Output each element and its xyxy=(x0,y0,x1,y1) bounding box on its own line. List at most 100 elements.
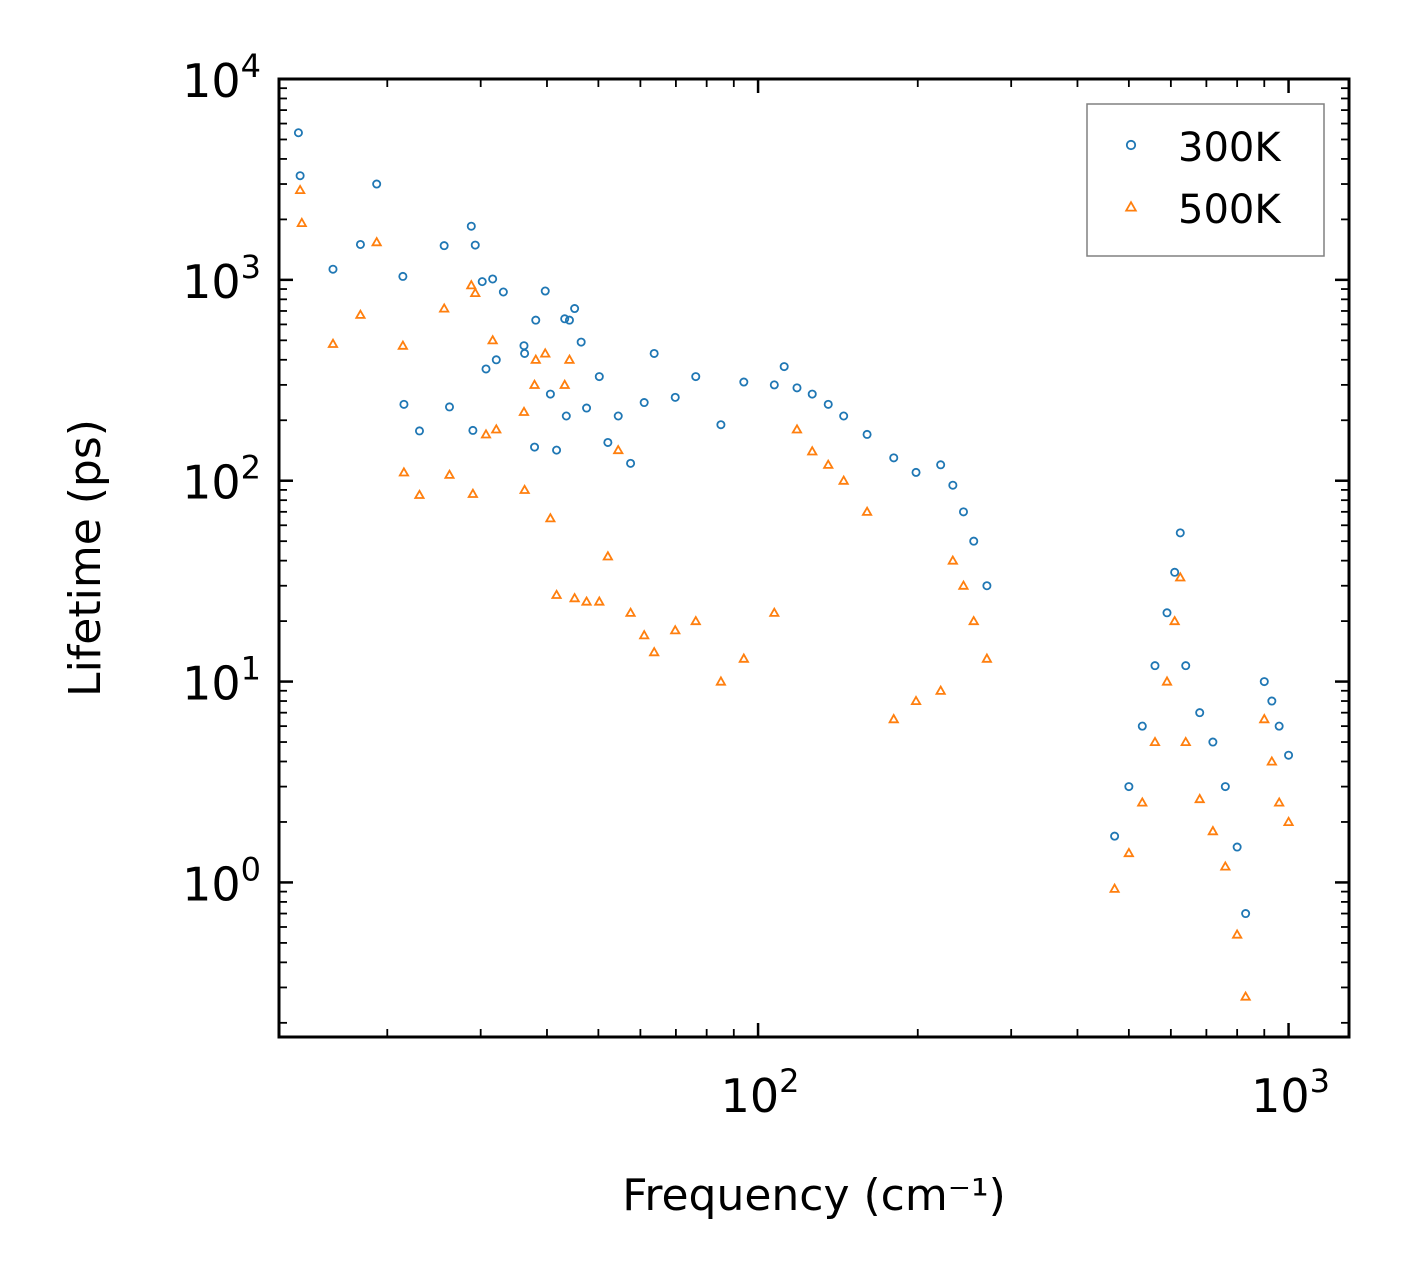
legend-marker-500K xyxy=(1124,200,1138,212)
data-point xyxy=(1150,661,1160,671)
data-point xyxy=(466,221,476,231)
data-point xyxy=(1136,796,1148,807)
data-point xyxy=(568,592,581,603)
data-point xyxy=(1174,571,1186,582)
data-point xyxy=(469,287,481,298)
y-tick-label: 103 xyxy=(182,248,261,309)
data-point xyxy=(768,606,780,617)
tick-labels: 102 103 100 101 102 103 104 xyxy=(182,47,1330,1123)
data-point xyxy=(969,536,979,546)
data-point xyxy=(1258,713,1270,724)
data-point xyxy=(530,353,542,364)
axis-ticks xyxy=(279,77,1349,1037)
data-point xyxy=(465,279,477,290)
data-point xyxy=(593,595,605,606)
data-point xyxy=(1124,782,1134,792)
data-point xyxy=(399,399,409,409)
data-point xyxy=(648,646,660,657)
data-point xyxy=(518,405,530,416)
data-point xyxy=(354,308,367,319)
data-point xyxy=(822,458,834,469)
data-point xyxy=(1170,567,1180,577)
data-point xyxy=(715,675,727,686)
data-point xyxy=(1266,755,1278,766)
data-point xyxy=(414,426,424,436)
data-point xyxy=(486,334,499,345)
y-axis-label: Lifetime (ps) xyxy=(60,419,111,697)
data-point xyxy=(1231,928,1243,939)
data-point xyxy=(624,606,637,617)
data-point xyxy=(488,274,498,284)
data-point xyxy=(594,372,604,382)
data-point xyxy=(1180,736,1192,746)
data-point xyxy=(491,355,501,365)
data-point xyxy=(823,399,833,409)
y-tick-label: 101 xyxy=(182,650,261,711)
data-point xyxy=(544,512,557,523)
data-point xyxy=(540,286,550,296)
data-point xyxy=(1149,736,1161,746)
data-point xyxy=(545,389,555,399)
data-point xyxy=(716,420,726,430)
data-point xyxy=(1162,608,1172,618)
data-point xyxy=(982,581,992,591)
data-point xyxy=(1175,528,1185,538)
data-point xyxy=(1195,708,1205,718)
data-point xyxy=(498,287,508,297)
data-point xyxy=(1110,831,1120,841)
data-point xyxy=(468,425,478,435)
data-point xyxy=(1273,796,1285,807)
data-point xyxy=(861,505,873,516)
data-point xyxy=(550,588,563,599)
data-point xyxy=(518,483,531,494)
legend-label-500K: 500K xyxy=(1178,187,1282,233)
data-point xyxy=(957,579,970,590)
data-point xyxy=(439,241,449,251)
data-point xyxy=(862,429,872,439)
data-point xyxy=(806,445,818,456)
data-point xyxy=(638,629,650,640)
data-point xyxy=(1220,782,1230,792)
x-tick-label: 103 xyxy=(1251,1062,1330,1123)
data-point xyxy=(968,615,980,626)
data-point xyxy=(910,695,922,705)
data-point xyxy=(649,348,659,358)
data-point xyxy=(911,467,921,477)
series-500K xyxy=(294,184,1295,1001)
legend: 300K 500K xyxy=(1086,103,1325,257)
data-point xyxy=(328,264,338,274)
data-point xyxy=(398,466,410,477)
legend-box xyxy=(1086,103,1325,257)
data-point xyxy=(934,684,947,695)
data-point xyxy=(552,445,562,455)
data-point xyxy=(1208,737,1218,747)
data-point xyxy=(1108,882,1121,893)
data-point xyxy=(520,348,530,358)
data-point xyxy=(792,383,802,393)
data-point xyxy=(691,372,701,382)
data-point xyxy=(539,347,551,358)
data-point xyxy=(563,353,576,364)
data-point xyxy=(958,507,968,517)
data-point xyxy=(370,236,383,247)
data-point xyxy=(564,315,574,325)
data-point xyxy=(580,595,593,606)
data-point xyxy=(791,423,803,434)
data-point xyxy=(528,378,541,389)
x-axis-label: Frequency (cm⁻¹) xyxy=(622,1170,1006,1221)
data-point xyxy=(1282,815,1295,826)
y-tick-label: 104 xyxy=(182,47,261,108)
data-point xyxy=(296,216,308,228)
data-point xyxy=(739,377,749,387)
data-point xyxy=(1274,721,1284,731)
data-point xyxy=(477,277,487,287)
data-point xyxy=(413,488,426,499)
data-point xyxy=(779,362,789,372)
data-point xyxy=(602,550,614,561)
data-point xyxy=(490,423,502,434)
data-point xyxy=(355,239,365,249)
data-point xyxy=(576,337,586,347)
data-point xyxy=(294,184,306,195)
data-point xyxy=(559,378,571,389)
